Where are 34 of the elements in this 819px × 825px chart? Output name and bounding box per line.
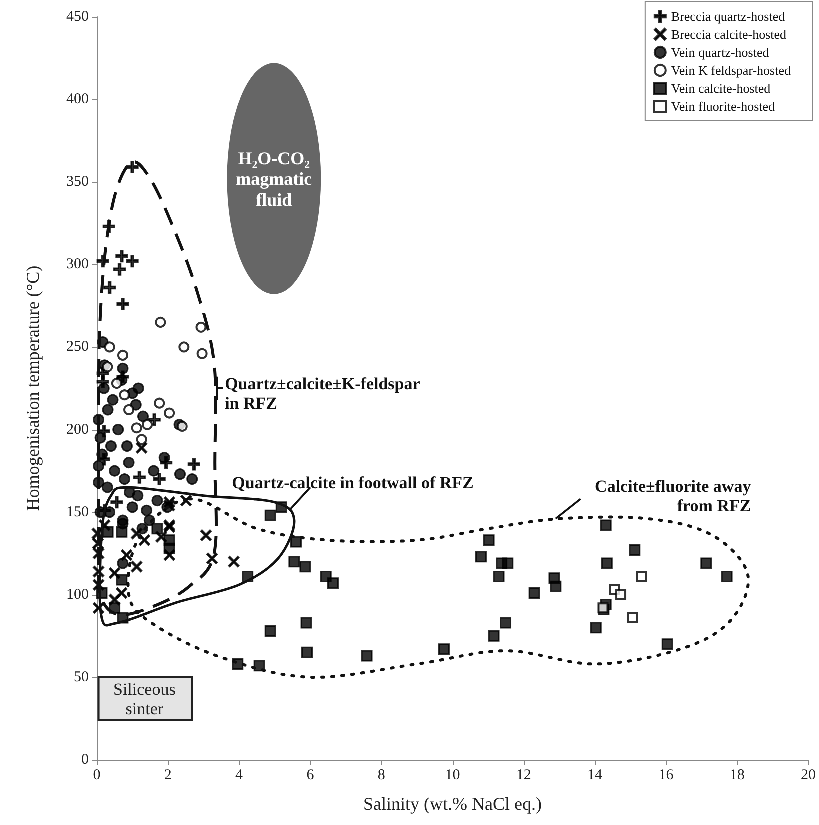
annotation: H₂O-CO₂ magmatic fluid <box>236 148 312 210</box>
y-tick-label: 150 <box>66 504 89 520</box>
y-tick-label: 100 <box>66 586 89 603</box>
annotation: Siliceous sinter <box>114 680 176 719</box>
y-tick-label: 50 <box>74 669 89 686</box>
y-tick-label: 0 <box>82 752 89 768</box>
x-tick-label: 12 <box>516 768 532 784</box>
x-axis-title: Salinity (wt.% NaCl eq.) <box>364 794 542 814</box>
legend-label: Vein quartz-hosted <box>671 45 770 60</box>
y-tick-label: 450 <box>66 9 89 25</box>
x-tick-label: 14 <box>588 768 604 784</box>
y-axis-title: Homogenisation temperature (°C) <box>23 266 43 512</box>
y-tick-label: 350 <box>66 174 89 190</box>
legend-label: Breccia calcite-hosted <box>671 27 788 42</box>
x-tick-label: 18 <box>730 768 745 784</box>
legend-label: Vein fluorite-hosted <box>671 99 776 114</box>
x-tick-label: 8 <box>378 768 386 784</box>
annotation: Quartz±calcite±K-feldspar in RFZ <box>225 374 421 414</box>
annotation: Quartz-calcite in footwall of RFZ <box>232 474 474 493</box>
y-tick-label: 200 <box>66 422 89 438</box>
x-tick-label: 10 <box>445 768 460 784</box>
annotation: Calcite±fluorite away from RFZ <box>595 476 752 516</box>
legend-label: Vein calcite-hosted <box>671 81 772 96</box>
x-tick-label: 20 <box>801 768 816 784</box>
legend-label: Breccia quartz-hosted <box>671 9 786 24</box>
x-tick-label: 16 <box>658 768 674 784</box>
y-tick-label: 300 <box>66 256 89 273</box>
x-tick-label: 2 <box>164 768 172 784</box>
y-tick-label: 250 <box>66 339 89 356</box>
legend-label: Vein K feldspar-hosted <box>671 63 792 78</box>
x-tick-label: 6 <box>306 768 315 784</box>
x-tick-label: 0 <box>93 768 101 784</box>
x-tick-label: 4 <box>236 768 244 784</box>
y-tick-label: 400 <box>66 92 89 108</box>
